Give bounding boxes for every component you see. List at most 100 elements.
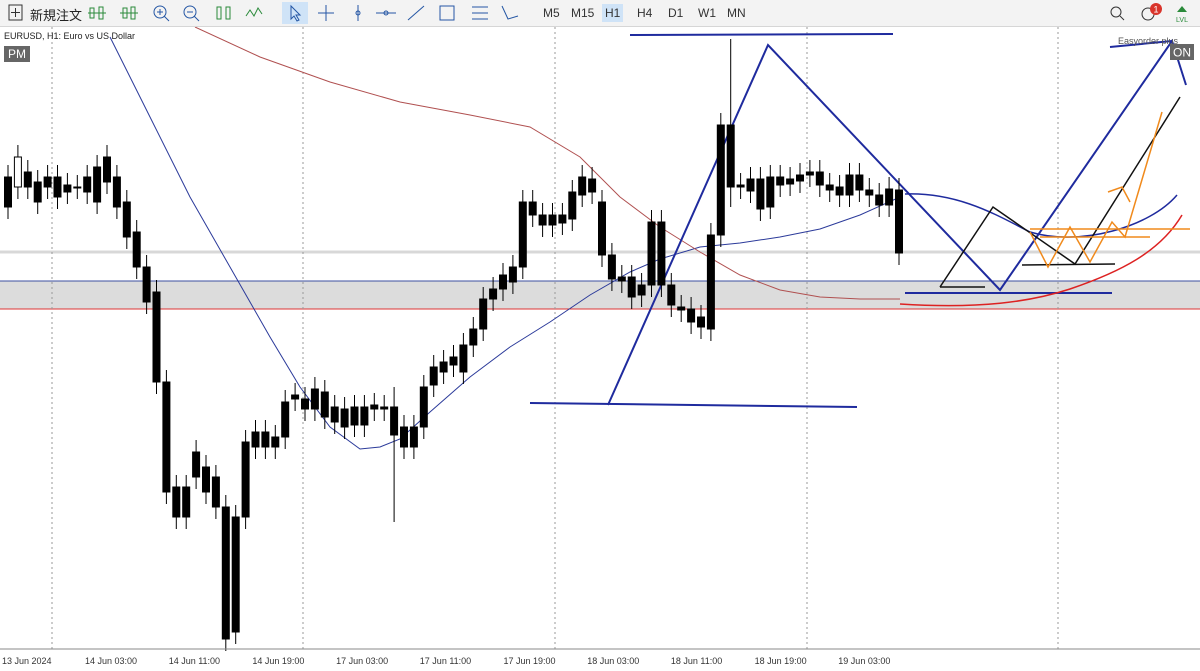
candle-body [400, 426, 408, 448]
candle-body [122, 201, 131, 238]
time-label: 18 Jun 19:00 [755, 656, 807, 666]
candle-body [469, 328, 478, 346]
period-separators [51, 27, 1059, 649]
candle-body [875, 194, 884, 206]
candle-body [786, 178, 795, 185]
new-order-icon[interactable] [8, 4, 24, 21]
tool-icons[interactable] [88, 6, 263, 20]
zone-band [0, 281, 1200, 309]
candle-body [33, 181, 42, 203]
candle-body [538, 214, 547, 226]
candle-body [63, 184, 72, 193]
candle-body [697, 316, 705, 328]
candle-body [112, 176, 121, 208]
candle-body [805, 171, 814, 176]
time-label: 18 Jun 03:00 [587, 656, 639, 666]
candle-body [518, 201, 527, 268]
candle-body [291, 394, 300, 400]
timeframe-button[interactable]: D1 [668, 6, 684, 20]
candle-body [568, 191, 577, 220]
candle-body [736, 184, 745, 188]
candle-body [855, 174, 864, 191]
new-order-button[interactable]: 新規注文 [30, 8, 83, 23]
plugin-toggle[interactable] [1170, 44, 1194, 60]
candle-body [281, 401, 290, 438]
candle-body [677, 306, 686, 311]
candle-body [132, 231, 141, 268]
timeframe-button[interactable]: M15 [571, 6, 595, 20]
candle-body [390, 406, 399, 436]
candle-body [835, 186, 844, 196]
time-label: 19 Jun 03:00 [838, 656, 890, 666]
candle-body [231, 516, 240, 633]
timeframe-button[interactable]: H4 [637, 6, 653, 20]
candle-body [350, 406, 359, 426]
time-label: 14 Jun 19:00 [252, 656, 304, 666]
candle-body [588, 178, 597, 193]
candle-body [667, 284, 676, 306]
candle-body [241, 441, 250, 518]
candle-body [716, 124, 725, 236]
candle-body [419, 386, 428, 428]
drawing-tools[interactable] [282, 2, 532, 24]
candle-body [202, 466, 210, 493]
candle-body [627, 276, 636, 298]
time-label: 17 Jun 11:00 [420, 656, 471, 666]
candle-body [380, 406, 389, 410]
candle-body [617, 276, 626, 282]
time-label: 17 Jun 19:00 [504, 656, 556, 666]
candle-body [23, 171, 32, 188]
candle-body [370, 404, 379, 410]
plugin-state: ON [1173, 46, 1191, 60]
candle-body [558, 214, 567, 224]
candle-body [766, 176, 775, 208]
level-icon: LVL [1176, 17, 1188, 24]
candle-body [251, 431, 260, 448]
candle-body [528, 201, 537, 216]
candle-body [548, 214, 557, 226]
chart-background [0, 27, 1200, 671]
candle-body [845, 174, 854, 196]
candle-body [330, 406, 339, 423]
notification-badge: 1 [1153, 5, 1158, 15]
projection-curve [899, 214, 1183, 307]
timeframe-button[interactable]: W1 [698, 6, 716, 20]
candle-body [815, 171, 824, 186]
candle-body [261, 431, 270, 448]
toolbar: 新規注文 M5 M15 H1 H4 D1 W1 MN [0, 0, 1200, 27]
candle-body [776, 176, 785, 186]
timeframe-button[interactable]: MN [727, 6, 746, 20]
candle-body [885, 188, 894, 206]
timeframe-button[interactable]: H1 [602, 4, 624, 22]
zoom-icons[interactable] [153, 5, 200, 22]
candle-body [360, 406, 369, 426]
moving-average-fast [109, 36, 901, 450]
timeframe-button[interactable]: M5 [543, 6, 560, 20]
candle-body [578, 176, 587, 196]
candle-body [53, 176, 62, 198]
candle-body [489, 288, 498, 300]
candle-body [271, 436, 280, 448]
candle-body [142, 266, 151, 303]
candle-body [172, 486, 181, 518]
right-icons[interactable]: 1 LVL [1108, 3, 1198, 25]
projection-lines [939, 96, 1181, 288]
candle-body [192, 451, 201, 478]
price-chart: EURUSD, H1: Euro vs US Dollar PM Easyord… [0, 27, 1200, 671]
candle-body [152, 291, 161, 383]
candle-body [598, 201, 606, 256]
candle-body [499, 274, 507, 290]
candle-body [409, 426, 418, 448]
session-box [4, 46, 30, 62]
candle-body [706, 234, 715, 330]
candle-body [479, 298, 488, 330]
candle-body [211, 476, 220, 508]
candle-body [508, 266, 517, 283]
candle-body [93, 166, 102, 203]
candle-body [162, 381, 171, 493]
candle-body [429, 366, 438, 386]
time-label: 18 Jun 11:00 [671, 656, 722, 666]
candle-body [182, 486, 191, 518]
candle-body [340, 408, 349, 428]
candle-body [221, 506, 230, 640]
